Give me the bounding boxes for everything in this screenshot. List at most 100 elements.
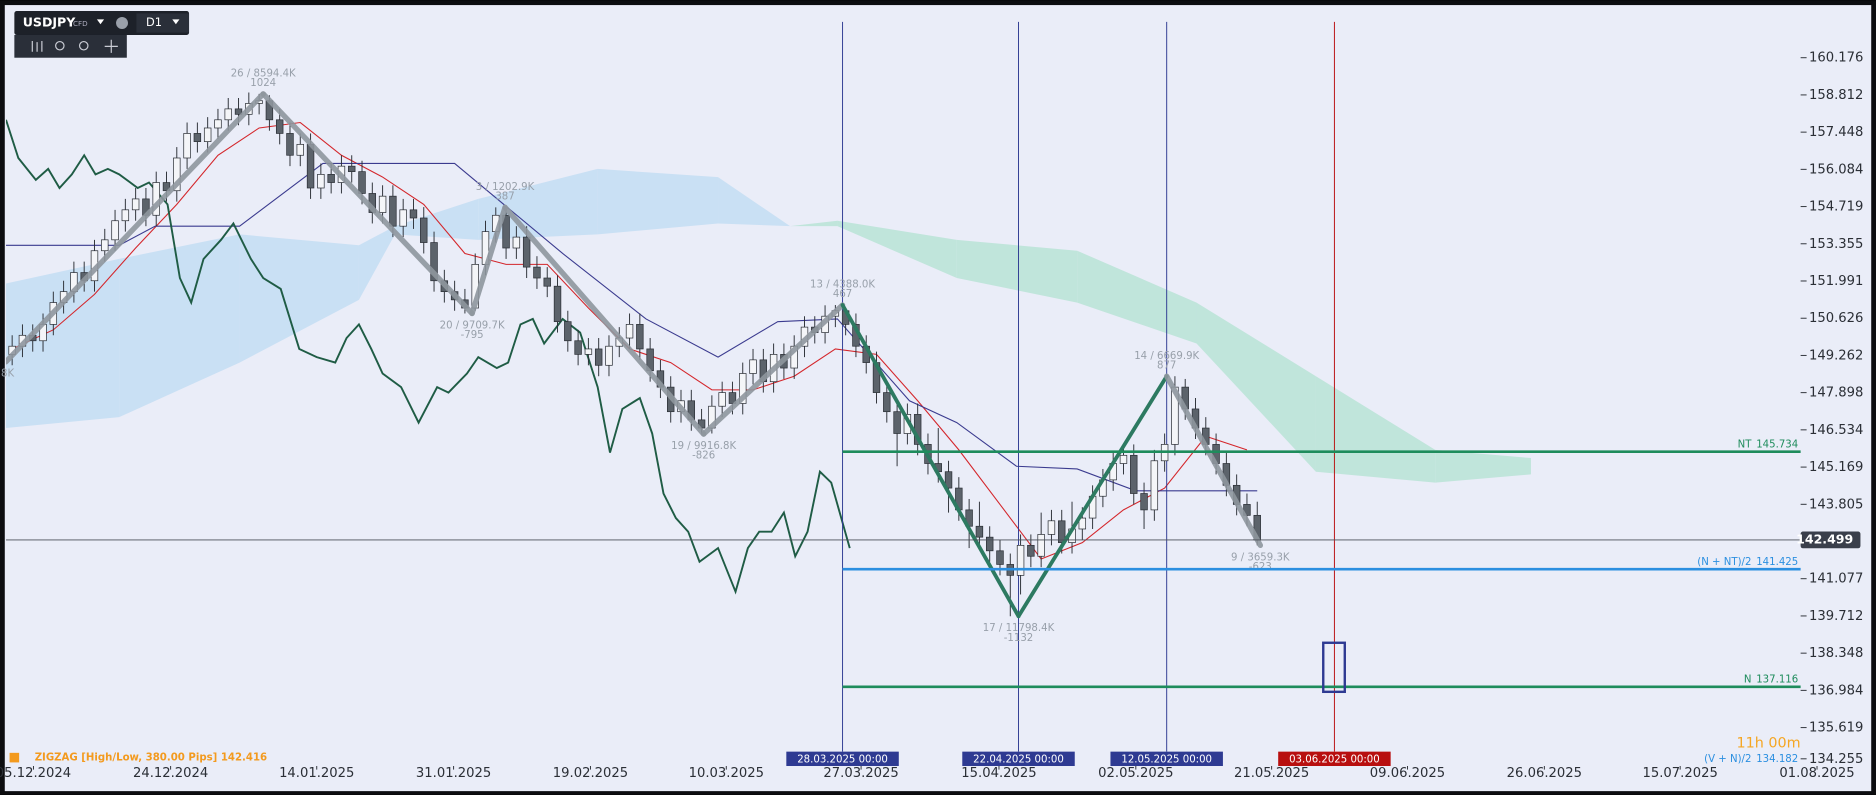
candle-body — [121, 209, 130, 222]
zigzag-label: 13 / 4388.0K — [810, 280, 875, 291]
zigzag-pips: -1132 — [1004, 633, 1034, 644]
level-label: N 137.116 — [1744, 675, 1798, 686]
zigzag-segment — [469, 204, 508, 317]
zigzag-pips: -623 — [1249, 562, 1272, 573]
y-tick-label: 143.805 — [1809, 497, 1863, 512]
y-tick-label: 145.169 — [1809, 460, 1863, 475]
cloud-segment — [1315, 376, 1436, 483]
cloud-segment — [718, 177, 791, 227]
x-tick-label: 02.05.2025 — [1098, 766, 1173, 781]
y-tick-label: 141.077 — [1809, 572, 1863, 587]
zigzag-segment — [1016, 374, 1169, 619]
zigzag-label: .8K — [0, 369, 14, 380]
time-marker-badge — [786, 751, 899, 766]
info-icon[interactable] — [116, 17, 129, 29]
candle-body — [1047, 520, 1056, 535]
level-label: (V + N)/2 134.182 — [1704, 754, 1798, 765]
cloud-segment — [239, 234, 359, 363]
x-tick-label: 26.06.2025 — [1507, 766, 1582, 781]
time-marker-badge — [1110, 751, 1223, 766]
y-tick-label: 156.084 — [1809, 162, 1863, 177]
time-marker-label: 22.04.2025 00:00 — [973, 754, 1064, 765]
indicator-line — [5, 162, 1258, 492]
timeframe-box[interactable] — [136, 13, 190, 33]
candle-body — [183, 133, 191, 159]
candle-body — [1016, 544, 1025, 576]
zoom-out-tool[interactable] — [55, 40, 65, 51]
zigzag-segment — [502, 204, 707, 437]
x-tick-label: 09.06.2025 — [1370, 766, 1445, 781]
symbol[interactable]: USDJPY — [23, 15, 77, 30]
zigzag-label: 20 / 9709.7K — [440, 320, 505, 331]
zigzag-segment — [260, 91, 475, 317]
cloud-segment — [358, 226, 395, 300]
candle-body — [224, 108, 232, 121]
candle-body — [1078, 517, 1087, 530]
symbol-dropdown[interactable] — [96, 19, 105, 25]
candle-body — [790, 345, 798, 369]
zigzag-pips: 467 — [833, 289, 852, 300]
tool-bar — [14, 34, 127, 58]
y-tick-label: 153.355 — [1809, 237, 1863, 252]
timeframe-dropdown[interactable] — [172, 19, 180, 25]
candle-body — [1130, 454, 1138, 494]
plot-area — [5, 21, 1531, 752]
zigzag-pips: -795 — [461, 330, 484, 341]
candle-body — [985, 536, 994, 552]
candle-body — [409, 209, 418, 219]
level-value: 145.734 — [1756, 439, 1798, 450]
candle-body — [234, 108, 243, 115]
zoom-in-tool[interactable] — [78, 40, 89, 51]
candle-body — [358, 171, 366, 194]
candle-body — [553, 285, 562, 323]
candle-body — [214, 119, 222, 129]
candle-body — [749, 359, 757, 374]
candle-body — [275, 119, 284, 134]
candle-body — [193, 133, 202, 142]
y-tick-label: 139.712 — [1809, 609, 1863, 624]
candle-body — [739, 373, 747, 404]
x-tick-label: 15.04.2025 — [961, 766, 1036, 781]
time-marker-label: 12.05.2025 00:00 — [1121, 754, 1212, 765]
zigzag-pips: -826 — [692, 451, 715, 462]
cloud-segment — [119, 234, 240, 418]
candle-body — [564, 321, 572, 342]
zigzag-label: 3 / 1202.9K — [476, 182, 535, 193]
zigzag-label: 9 / 3659.3K — [1231, 552, 1290, 563]
level-label: NT 145.734 — [1738, 439, 1799, 450]
toolbar: USDJPY CFD D1 — [14, 11, 190, 58]
chart-background — [4, 5, 1872, 792]
candle-body — [101, 239, 109, 252]
candle-body — [502, 214, 510, 249]
last-price-label: 142.499 — [1796, 531, 1853, 546]
candle-body — [512, 236, 521, 249]
level-name: NT — [1738, 439, 1753, 450]
y-tick-label: 146.534 — [1809, 423, 1863, 438]
candle-body — [574, 340, 582, 355]
x-tick-label: 01.08.2025 — [1779, 766, 1854, 781]
zigzag-pips: 1024 — [250, 78, 276, 89]
candle-body — [584, 348, 593, 355]
candle-body — [883, 392, 891, 413]
level-value: 137.116 — [1756, 675, 1798, 686]
x-tick-label: 24.12.2024 — [133, 766, 208, 781]
zigzag-label: 14 / 6669.9K — [1134, 351, 1199, 362]
chart-type-tool[interactable] — [31, 40, 43, 52]
candle-body — [327, 173, 335, 183]
candle-body — [728, 392, 737, 404]
cloud-segment — [956, 239, 1078, 303]
candle-body — [430, 242, 438, 282]
x-tick-label: 15.07.2025 — [1642, 766, 1717, 781]
candle-body — [636, 324, 644, 350]
candle-body — [111, 220, 119, 241]
time-marker-badge — [1278, 751, 1391, 766]
y-tick-label: 147.898 — [1809, 386, 1863, 401]
level-label: (N + NT)/2 141.425 — [1697, 557, 1798, 568]
zigzag-label: 26 / 8594.4K — [231, 69, 296, 80]
pan-tool[interactable] — [104, 39, 118, 53]
timeframe[interactable]: D1 — [146, 15, 162, 29]
candle-body — [399, 209, 407, 227]
zigzag-segment — [5, 91, 266, 365]
indicator-legend[interactable]: ZIGZAG [High/Low, 380.00 Pips] 142.416 — [35, 753, 267, 764]
legend-icon[interactable] — [9, 752, 20, 763]
